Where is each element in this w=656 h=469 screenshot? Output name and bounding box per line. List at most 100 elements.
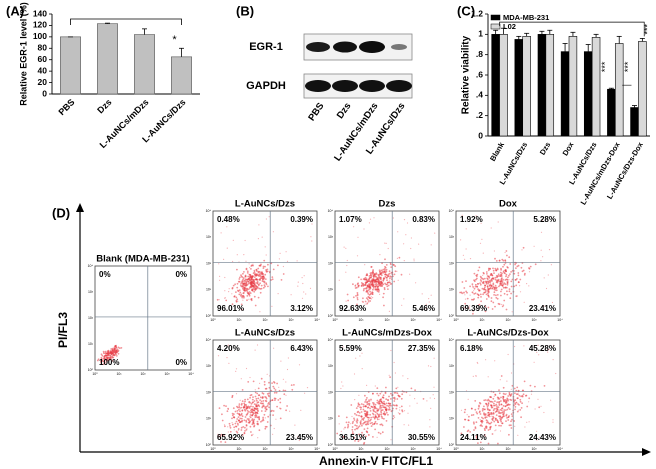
event-dot	[429, 419, 431, 421]
quadrant-percent: 27.35%	[408, 344, 435, 353]
event-dot	[355, 357, 357, 359]
event-dot	[242, 282, 245, 285]
event-dot	[401, 409, 403, 412]
event-dot	[285, 394, 287, 396]
event-dot	[479, 282, 481, 285]
event-dot	[372, 271, 374, 274]
event-dot	[499, 411, 501, 414]
event-dot	[487, 289, 489, 291]
event-dot	[258, 418, 260, 420]
quadrant-percent: 3.12%	[290, 304, 313, 313]
event-dot	[351, 415, 353, 418]
event-dot	[478, 303, 481, 306]
event-dot	[268, 386, 271, 389]
event-dot	[471, 407, 473, 410]
event-dot	[267, 263, 269, 266]
y-tick-label: 10²	[449, 261, 455, 265]
event-dot	[495, 296, 498, 299]
bar	[60, 36, 81, 95]
event-dot	[374, 415, 377, 418]
event-dot	[254, 349, 256, 351]
event-dot	[355, 425, 358, 427]
event-dot	[257, 397, 260, 400]
y-tick-label: 10⁰	[206, 314, 212, 318]
event-dot	[261, 236, 263, 238]
event-dot	[482, 407, 484, 410]
event-dot	[262, 267, 265, 269]
event-dot	[434, 232, 436, 234]
event-dot	[217, 433, 219, 435]
event-dot	[381, 396, 384, 399]
event-dot	[258, 274, 260, 277]
event-dot	[265, 400, 268, 403]
event-dot	[500, 294, 502, 297]
x-tick-label: 10³	[531, 318, 537, 322]
y-tick-label: 10³	[88, 290, 94, 294]
x-tick-label: 10⁴	[436, 447, 442, 451]
event-dot	[506, 380, 508, 382]
event-dot	[252, 405, 254, 408]
y-tick-label: 10¹	[206, 288, 212, 292]
event-dot	[491, 433, 494, 435]
event-dot	[374, 275, 377, 278]
event-dot	[366, 420, 368, 423]
event-dot	[471, 283, 474, 286]
event-dot	[418, 243, 420, 245]
event-dot	[492, 412, 495, 415]
event-dot	[240, 406, 243, 409]
event-dot	[256, 401, 259, 404]
event-dot	[112, 356, 115, 359]
event-dot	[490, 421, 493, 424]
event-dot	[244, 278, 247, 281]
event-dot	[552, 419, 554, 421]
quadrant-percent: 65.92%	[217, 433, 244, 442]
event-dot	[511, 311, 513, 313]
event-dot	[255, 269, 258, 271]
event-dot	[276, 382, 278, 385]
event-dot	[372, 392, 374, 395]
event-dot	[350, 305, 352, 308]
quadrant-percent: 36.51%	[339, 433, 366, 442]
event-dot	[251, 398, 254, 401]
event-dot	[366, 302, 369, 305]
event-dot	[432, 394, 434, 396]
event-dot	[497, 442, 499, 445]
event-dot	[519, 291, 522, 293]
event-dot	[368, 296, 370, 299]
event-dot	[230, 350, 232, 352]
event-dot	[376, 436, 378, 438]
event-dot	[384, 258, 386, 261]
plot-title: L-AuNCs/Dzs-Dox	[467, 328, 549, 339]
event-dot	[385, 264, 388, 266]
event-dot	[356, 303, 358, 306]
event-dot	[256, 344, 259, 346]
event-dot	[247, 275, 250, 278]
bar	[583, 51, 593, 137]
event-dot	[278, 386, 280, 388]
quadrant-percent: 100%	[99, 358, 119, 367]
event-dot	[259, 275, 262, 278]
event-dot	[370, 425, 373, 427]
y-tick-label: 10⁰	[328, 314, 334, 318]
x-tick-label: 10¹	[236, 318, 242, 322]
event-dot	[510, 372, 513, 374]
event-dot	[540, 249, 542, 251]
event-dot	[253, 286, 256, 288]
event-dot	[476, 361, 478, 364]
event-dot	[285, 409, 287, 412]
event-dot	[264, 407, 267, 410]
event-dot	[346, 293, 349, 296]
event-dot	[250, 268, 252, 270]
event-dot	[382, 268, 385, 271]
event-dot	[397, 231, 399, 233]
y-tick-label: 140	[33, 8, 47, 18]
event-dot	[387, 288, 389, 290]
event-dot	[247, 381, 250, 383]
event-dot	[503, 263, 506, 266]
event-dot	[380, 415, 383, 418]
event-dot	[389, 376, 391, 378]
event-dot	[371, 412, 374, 415]
event-dot	[396, 392, 399, 395]
event-dot	[270, 262, 273, 265]
event-dot	[231, 286, 234, 289]
